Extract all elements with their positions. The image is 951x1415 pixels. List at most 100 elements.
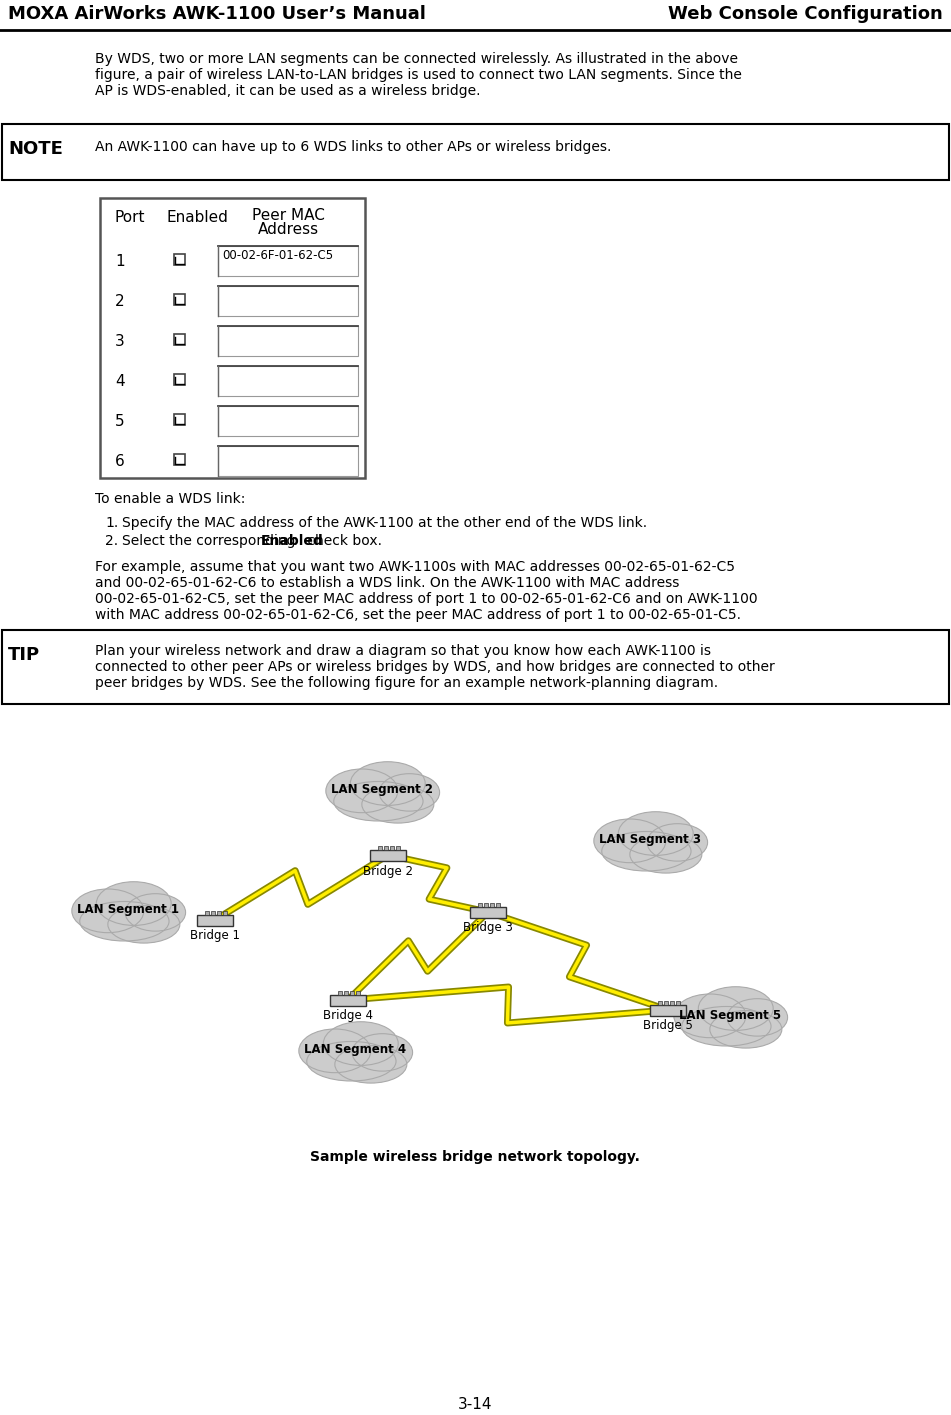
Ellipse shape bbox=[350, 761, 425, 805]
Text: Web Console Configuration: Web Console Configuration bbox=[669, 6, 943, 23]
Bar bbox=[390, 846, 394, 850]
Ellipse shape bbox=[618, 812, 693, 856]
Ellipse shape bbox=[361, 785, 434, 824]
Text: Plan your wireless network and draw a diagram so that you know how each AWK-1100: Plan your wireless network and draw a di… bbox=[95, 644, 711, 658]
Bar bbox=[218, 366, 358, 396]
Bar bbox=[211, 911, 215, 916]
Bar bbox=[218, 246, 358, 276]
Text: Bridge 3: Bridge 3 bbox=[463, 921, 513, 934]
Bar bbox=[174, 334, 185, 345]
Text: Peer MAC: Peer MAC bbox=[252, 208, 324, 224]
Text: LAN Segment 5: LAN Segment 5 bbox=[679, 1009, 781, 1022]
Bar bbox=[470, 907, 506, 917]
Text: An AWK-1100 can have up to 6 WDS links to other APs or wireless bridges.: An AWK-1100 can have up to 6 WDS links t… bbox=[95, 140, 611, 154]
Ellipse shape bbox=[107, 906, 180, 942]
Bar bbox=[218, 325, 358, 357]
Ellipse shape bbox=[80, 901, 169, 941]
Ellipse shape bbox=[352, 1034, 413, 1071]
Text: Bridge 5: Bridge 5 bbox=[643, 1019, 693, 1033]
Ellipse shape bbox=[299, 1029, 371, 1073]
Text: By WDS, two or more LAN segments can be connected wirelessly. As illustrated in : By WDS, two or more LAN segments can be … bbox=[95, 52, 738, 67]
Text: 4: 4 bbox=[115, 374, 125, 389]
Text: LAN Segment 4: LAN Segment 4 bbox=[304, 1043, 406, 1057]
Text: 2: 2 bbox=[115, 293, 125, 308]
Text: 5: 5 bbox=[115, 413, 125, 429]
Bar bbox=[378, 846, 382, 850]
Bar bbox=[384, 846, 388, 850]
Text: AP is WDS-enabled, it can be used as a wireless bridge.: AP is WDS-enabled, it can be used as a w… bbox=[95, 83, 480, 98]
Bar bbox=[217, 911, 221, 916]
Text: Sample wireless bridge network topology.: Sample wireless bridge network topology. bbox=[310, 1150, 640, 1165]
Text: TIP: TIP bbox=[8, 647, 40, 664]
Text: LAN Segment 3: LAN Segment 3 bbox=[599, 833, 701, 846]
Bar bbox=[330, 995, 366, 1006]
Bar bbox=[650, 1005, 686, 1016]
Text: peer bridges by WDS. See the following figure for an example network-planning di: peer bridges by WDS. See the following f… bbox=[95, 676, 718, 691]
Text: Address: Address bbox=[258, 222, 319, 236]
Text: 00-02-6F-01-62-C5: 00-02-6F-01-62-C5 bbox=[222, 249, 333, 262]
Bar bbox=[218, 406, 358, 436]
Text: LAN Segment 1: LAN Segment 1 bbox=[77, 904, 179, 917]
Ellipse shape bbox=[682, 1006, 771, 1046]
Text: To enable a WDS link:: To enable a WDS link: bbox=[95, 492, 245, 507]
Text: and 00-02-65-01-62-C6 to establish a WDS link. On the AWK-1100 with MAC address: and 00-02-65-01-62-C6 to establish a WDS… bbox=[95, 576, 679, 590]
Ellipse shape bbox=[126, 894, 185, 931]
Text: Bridge 4: Bridge 4 bbox=[323, 1009, 373, 1023]
Ellipse shape bbox=[323, 1022, 398, 1065]
Text: Specify the MAC address of the AWK-1100 at the other end of the WDS link.: Specify the MAC address of the AWK-1100 … bbox=[122, 516, 647, 531]
Bar bbox=[174, 294, 185, 306]
Ellipse shape bbox=[709, 1010, 782, 1049]
Text: 2.: 2. bbox=[105, 533, 118, 548]
Bar bbox=[2, 630, 949, 705]
Text: 1.: 1. bbox=[105, 516, 118, 531]
Ellipse shape bbox=[728, 999, 787, 1036]
Bar bbox=[174, 374, 185, 385]
Bar bbox=[338, 990, 342, 995]
Ellipse shape bbox=[96, 882, 171, 925]
Text: Port: Port bbox=[115, 209, 146, 225]
Bar bbox=[490, 903, 494, 907]
Ellipse shape bbox=[674, 993, 746, 1037]
Bar bbox=[100, 198, 365, 478]
Text: Enabled: Enabled bbox=[261, 533, 323, 548]
Bar bbox=[223, 911, 227, 916]
Ellipse shape bbox=[334, 781, 423, 821]
Ellipse shape bbox=[335, 1046, 407, 1082]
Text: Select the corresponding: Select the corresponding bbox=[122, 533, 300, 548]
Ellipse shape bbox=[379, 774, 439, 811]
Ellipse shape bbox=[593, 819, 666, 863]
Ellipse shape bbox=[72, 889, 144, 932]
Text: 1: 1 bbox=[115, 253, 125, 269]
Bar bbox=[356, 990, 360, 995]
Bar bbox=[478, 903, 482, 907]
Bar bbox=[370, 849, 406, 860]
Text: 00-02-65-01-62-C5, set the peer MAC address of port 1 to 00-02-65-01-62-C6 and o: 00-02-65-01-62-C5, set the peer MAC addr… bbox=[95, 591, 758, 606]
Bar bbox=[174, 415, 185, 424]
Text: Bridge 1: Bridge 1 bbox=[190, 930, 240, 942]
Bar bbox=[174, 454, 185, 466]
Text: 3-14: 3-14 bbox=[457, 1397, 493, 1412]
Text: with MAC address 00-02-65-01-62-C6, set the peer MAC address of port 1 to 00-02-: with MAC address 00-02-65-01-62-C6, set … bbox=[95, 608, 741, 623]
Text: LAN Segment 2: LAN Segment 2 bbox=[331, 784, 433, 797]
Ellipse shape bbox=[630, 836, 702, 873]
Bar bbox=[484, 903, 488, 907]
Ellipse shape bbox=[602, 832, 691, 872]
Ellipse shape bbox=[307, 1041, 396, 1081]
Bar bbox=[658, 1000, 662, 1005]
Bar bbox=[205, 911, 209, 916]
Text: 6: 6 bbox=[115, 453, 125, 468]
Text: For example, assume that you want two AWK-1100s with MAC addresses 00-02-65-01-6: For example, assume that you want two AW… bbox=[95, 560, 735, 574]
Bar bbox=[197, 914, 233, 925]
Text: check box.: check box. bbox=[302, 533, 381, 548]
Bar bbox=[344, 990, 348, 995]
Bar bbox=[664, 1000, 668, 1005]
Bar bbox=[218, 286, 358, 316]
Ellipse shape bbox=[698, 986, 773, 1030]
Text: 3: 3 bbox=[115, 334, 125, 348]
Text: figure, a pair of wireless LAN-to-LAN bridges is used to connect two LAN segment: figure, a pair of wireless LAN-to-LAN br… bbox=[95, 68, 742, 82]
Bar bbox=[670, 1000, 674, 1005]
Text: Enabled: Enabled bbox=[167, 209, 229, 225]
Bar bbox=[2, 125, 949, 180]
Bar bbox=[174, 255, 185, 265]
Bar bbox=[218, 446, 358, 475]
